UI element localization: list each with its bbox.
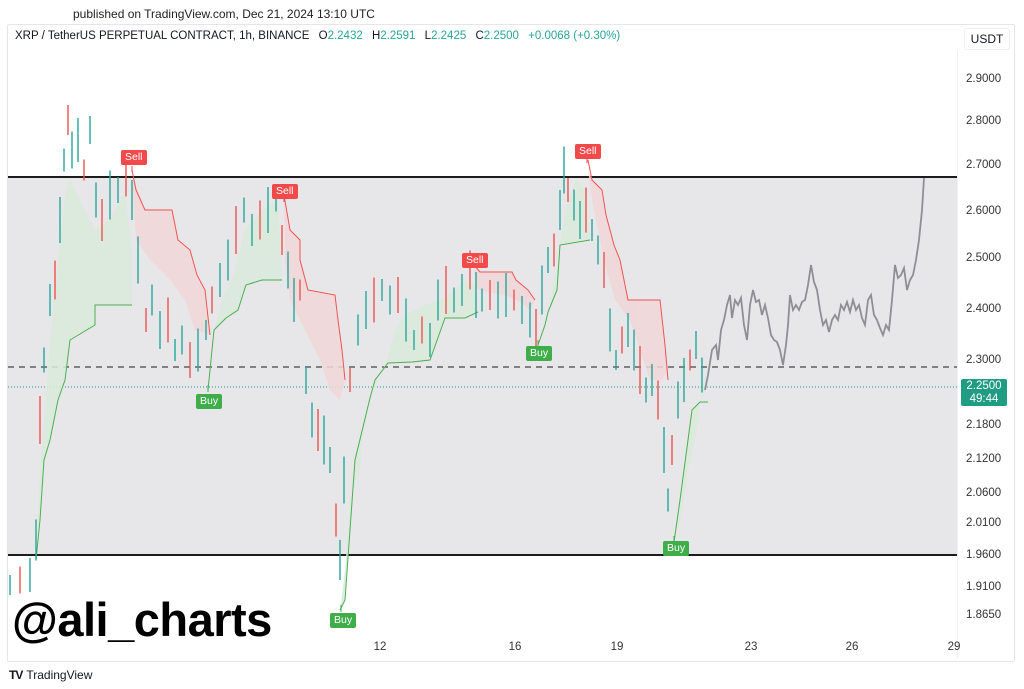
candles <box>9 105 703 595</box>
high-label: H <box>371 30 381 42</box>
y-tick: 2.6000 <box>966 205 1002 217</box>
sell-signal: Sell <box>575 144 601 159</box>
low-value: 2.2425 <box>431 30 467 42</box>
tradingview-brand: TradingView <box>26 668 93 682</box>
close-label: C <box>475 30 484 42</box>
published-note: published on TradingView.com, Dec 21, 20… <box>73 7 375 21</box>
y-tick: 2.0600 <box>966 487 1002 499</box>
change-value: +0.0068 (+0.30%) <box>528 30 621 42</box>
y-tick: 2.5000 <box>966 252 1002 264</box>
symbol-title: XRP / TetherUS PERPETUAL CONTRACT, 1h, B… <box>15 30 310 42</box>
tradingview-footer[interactable]: TV TradingView <box>9 668 92 682</box>
y-tick: 2.1200 <box>966 453 1002 465</box>
projection-line <box>704 177 925 391</box>
supertrend-bull-line <box>35 239 708 611</box>
high-value: 2.2591 <box>380 30 416 42</box>
x-tick: 16 <box>508 641 522 653</box>
x-tick: 12 <box>373 641 387 653</box>
sell-signal: Sell <box>462 253 488 268</box>
buy-signal: Buy <box>196 394 223 409</box>
bar-countdown: 49:44 <box>969 393 999 405</box>
y-tick: 2.8000 <box>966 115 1002 127</box>
supertrend-bear-fill <box>132 170 668 400</box>
x-tick: 19 <box>610 641 624 653</box>
y-tick: 2.4000 <box>966 303 1002 315</box>
x-tick: 23 <box>744 641 758 653</box>
symbol-legend: XRP / TetherUS PERPETUAL CONTRACT, 1h, B… <box>15 30 620 42</box>
y-tick: 1.9100 <box>966 581 1002 593</box>
currency-button[interactable]: USDT <box>964 28 1010 50</box>
current-price-value: 2.2500 <box>966 380 1002 392</box>
y-tick: 1.8650 <box>966 609 1002 621</box>
buy-signal: Buy <box>330 613 357 628</box>
y-tick: 2.7000 <box>966 159 1002 171</box>
sell-signal: Sell <box>272 184 298 199</box>
author-watermark: @ali_charts <box>12 593 272 646</box>
tradingview-logo-icon: TV <box>9 668 23 682</box>
y-tick: 2.1800 <box>966 419 1002 431</box>
current-price-tag: 2.2500 49:44 <box>961 379 1007 406</box>
close-value: 2.2500 <box>483 30 519 42</box>
price-axis-separator <box>957 50 958 658</box>
buy-signal: Buy <box>663 541 690 556</box>
y-tick: 1.9600 <box>966 549 1002 561</box>
x-tick: 26 <box>845 641 859 653</box>
buy-signal: Buy <box>526 346 553 361</box>
low-label: L <box>424 30 432 42</box>
y-tick: 2.3000 <box>966 354 1002 366</box>
sell-signal: Sell <box>121 150 147 165</box>
y-tick: 2.9000 <box>966 73 1002 85</box>
y-tick: 2.0100 <box>966 517 1002 529</box>
supertrend-bear-line <box>131 159 669 381</box>
open-value: 2.2432 <box>327 30 363 42</box>
x-tick: 29 <box>947 641 961 653</box>
open-label: O <box>318 30 328 42</box>
